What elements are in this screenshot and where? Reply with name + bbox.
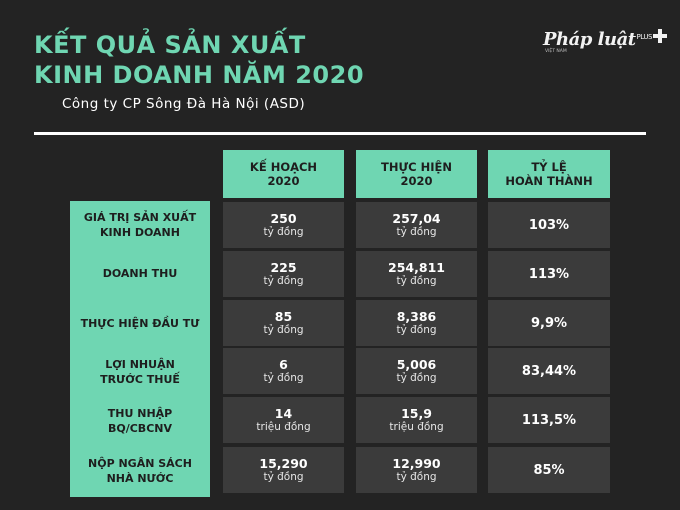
actual-value: 12,990 <box>392 456 441 471</box>
actual-value: 5,006 <box>396 357 437 372</box>
actual-unit: tỷ đồng <box>396 471 437 483</box>
actual-cell: 5,006 tỷ đồng <box>356 348 477 394</box>
column-header-rate: TỶ LỆ HOÀN THÀNH <box>488 150 610 198</box>
plan-unit: tỷ đồng <box>263 324 304 336</box>
rate-value: 113,5% <box>521 412 577 428</box>
plan-value: 225 <box>270 260 297 275</box>
actual-cell: 12,990 tỷ đồng <box>356 447 477 493</box>
title-divider <box>34 132 646 135</box>
plan-unit: tỷ đồng <box>263 372 304 384</box>
actual-cell: 257,04 tỷ đồng <box>356 202 477 248</box>
actual-unit: tỷ đồng <box>396 372 437 384</box>
plus-icon <box>652 29 667 43</box>
rate-cell: 9,9% <box>488 300 610 346</box>
actual-value: 254,811 <box>388 260 445 275</box>
actual-value: 15,9 <box>401 406 432 421</box>
rate-value: 85% <box>533 462 565 478</box>
plan-cell: 225 tỷ đồng <box>223 251 344 297</box>
actual-value: 8,386 <box>396 309 437 324</box>
column-header-plan: KẾ HOẠCH 2020 <box>223 150 344 198</box>
rate-value: 103% <box>528 217 570 233</box>
actual-value: 257,04 <box>392 211 441 226</box>
rate-cell: 85% <box>488 447 610 493</box>
row-label: DOANH THU <box>102 266 178 280</box>
actual-unit: tỷ đồng <box>396 226 437 238</box>
page-title: KẾT QUẢ SẢN XUẤT KINH DOANH NĂM 2020 <box>34 31 365 89</box>
logo-plus-text: PLUS <box>636 33 653 41</box>
rate-cell: 113% <box>488 251 610 297</box>
plan-unit: tỷ đồng <box>263 226 304 238</box>
row-label: THU NHẬP BQ/CBCNV <box>107 407 173 435</box>
rate-cell: 113,5% <box>488 397 610 443</box>
row-labels-panel: GIÁ TRỊ SẢN XUẤT KINH DOANH DOANH THU TH… <box>70 201 210 497</box>
company-subtitle: Công ty CP Sông Đà Hà Nội (ASD) <box>62 96 306 112</box>
rate-value: 9,9% <box>530 315 568 331</box>
column-header-actual: THỰC HIỆN 2020 <box>356 150 477 198</box>
plan-unit: triệu đồng <box>256 421 311 433</box>
logo-text: Pháp luật <box>543 29 636 50</box>
actual-unit: tỷ đồng <box>396 324 437 336</box>
plan-cell: 85 tỷ đồng <box>223 300 344 346</box>
plan-value: 15,290 <box>259 456 308 471</box>
row-label: GIÁ TRỊ SẢN XUẤT KINH DOANH <box>83 211 197 239</box>
row-label: THỰC HIỆN ĐẦU TƯ <box>80 316 200 330</box>
rate-value: 113% <box>528 266 570 282</box>
actual-cell: 8,386 tỷ đồng <box>356 300 477 346</box>
plan-unit: tỷ đồng <box>263 275 304 287</box>
plan-value: 250 <box>270 211 297 226</box>
brand-logo: Pháp luậtPLUS <box>543 29 667 50</box>
actual-cell: 254,811 tỷ đồng <box>356 251 477 297</box>
rate-cell: 83,44% <box>488 348 610 394</box>
row-label: LỢI NHUẬN TRƯỚC THUẾ <box>100 358 180 386</box>
actual-unit: tỷ đồng <box>396 275 437 287</box>
actual-unit: triệu đồng <box>389 421 444 433</box>
plan-value: 14 <box>274 406 293 421</box>
plan-cell: 15,290 tỷ đồng <box>223 447 344 493</box>
rate-value: 83,44% <box>521 363 577 379</box>
plan-unit: tỷ đồng <box>263 471 304 483</box>
rate-cell: 103% <box>488 202 610 248</box>
plan-cell: 6 tỷ đồng <box>223 348 344 394</box>
plan-cell: 14 triệu đồng <box>223 397 344 443</box>
row-label: NỘP NGÂN SÁCH NHÀ NƯỚC <box>88 457 192 485</box>
plan-value: 6 <box>279 357 288 372</box>
actual-cell: 15,9 triệu đồng <box>356 397 477 443</box>
logo-tagline: VIỆT NAM <box>545 49 567 54</box>
plan-cell: 250 tỷ đồng <box>223 202 344 248</box>
plan-value: 85 <box>274 309 293 324</box>
